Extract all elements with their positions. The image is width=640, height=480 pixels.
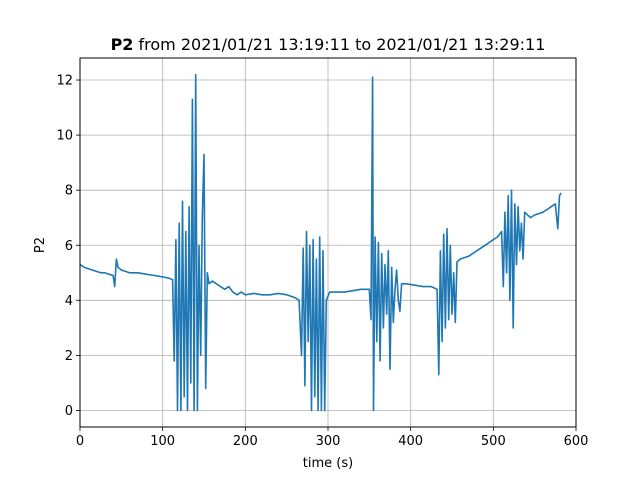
x-tick-label: 100 [150,434,175,449]
y-tick-label: 2 [65,349,73,364]
y-tick-label: 12 [56,74,73,89]
x-tick-label: 200 [233,434,258,449]
y-tick-label: 4 [65,294,73,309]
x-tick-label: 600 [564,434,589,449]
grid [79,58,577,427]
x-tick-label: 500 [481,434,506,449]
axes: 0 100 200 300 400 500 600 0 2 4 6 8 10 12 [56,57,589,449]
y-tick-label: 0 [65,404,73,419]
x-tick-label: 400 [398,434,423,449]
x-tick-label: 0 [76,434,84,449]
chart-title: P2 from 2021/01/21 13:19:11 to 2021/01/2… [111,35,546,54]
chart-title-bold: P2 [111,35,134,54]
chart-title-rest: from 2021/01/21 13:19:11 to 2021/01/21 1… [133,35,545,54]
plot-area [79,73,562,412]
y-tick-label: 10 [56,129,73,144]
x-axis-label: time (s) [303,456,353,471]
y-tick-label: 8 [65,184,73,199]
x-tick-label: 300 [316,434,341,449]
y-axis-label: P2 [33,237,48,253]
y-tick-label: 6 [65,239,73,254]
series-line [79,73,562,412]
